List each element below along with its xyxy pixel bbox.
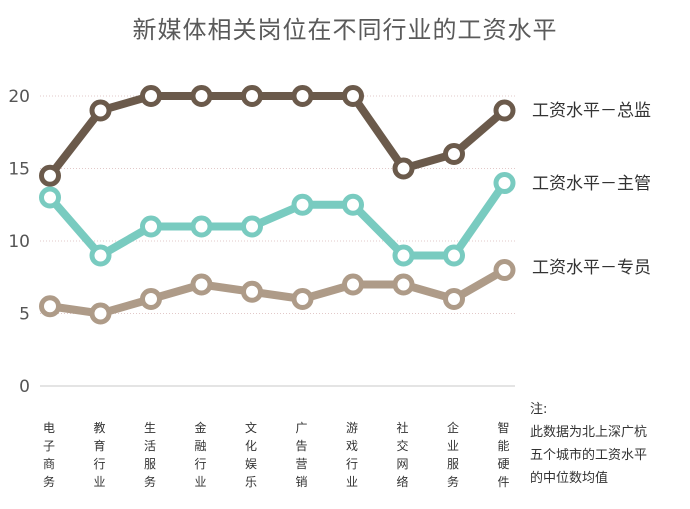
chart-title: 新媒体相关岗位在不同行业的工资水平 xyxy=(132,16,558,44)
series-0-point-7 xyxy=(392,157,415,180)
series-0-point-5 xyxy=(291,85,314,107)
series-0-point-8 xyxy=(443,143,465,165)
series-0-point-3 xyxy=(190,85,213,107)
series-2-point-2 xyxy=(140,288,162,310)
footnote-line-1: 此数据为北上深广杭 xyxy=(530,425,648,440)
x-tick-label-9: 智能硬件 xyxy=(497,420,509,489)
series-1-point-6 xyxy=(342,193,364,216)
gridlines xyxy=(40,95,515,387)
series-line-0 xyxy=(46,92,509,180)
series-0-point-4 xyxy=(241,85,263,107)
footnote-heading: 注: xyxy=(530,402,548,417)
legend-label-2: 工资水平－专员 xyxy=(532,258,651,278)
series-2-point-6 xyxy=(342,273,364,296)
series-line-2 xyxy=(46,266,509,318)
series-1-point-1 xyxy=(89,244,112,267)
footnote: 注: 此数据为北上深广杭 五个城市的工资水平 的中位数均值 xyxy=(530,398,690,490)
series-0-point-1 xyxy=(89,99,112,122)
x-tick-label-2: 生活服务 xyxy=(144,421,156,489)
series-2 xyxy=(39,259,516,325)
series-2-point-3 xyxy=(190,273,213,296)
series-1 xyxy=(39,172,516,267)
series-1-point-9 xyxy=(493,172,516,194)
x-axis-ticks: 电子商务 教育行业 生活服务 金融行业 文化娱乐 广告营销 游戏行业 社交网络 企业服务 智能硬件 xyxy=(43,420,510,489)
y-tick-label-0: 0 xyxy=(19,377,30,397)
x-tick-label-3: 金融行业 xyxy=(194,420,206,489)
series-1-point-3 xyxy=(190,215,213,238)
series-line-1 xyxy=(46,179,509,260)
y-tick-label-2: 10 xyxy=(8,232,30,252)
series-1-point-7 xyxy=(392,244,415,267)
x-tick-label-7: 社交网络 xyxy=(396,420,408,489)
x-tick-label-0: 电子商务 xyxy=(43,421,55,489)
footnote-line-3: 的中位数均值 xyxy=(530,471,609,486)
series-2-point-7 xyxy=(392,273,415,296)
series-group xyxy=(39,85,516,325)
series-0-point-0 xyxy=(39,164,61,187)
series-0 xyxy=(39,85,516,187)
series-1-point-5 xyxy=(291,193,314,216)
series-2-point-8 xyxy=(443,288,465,310)
x-tick-label-4: 文化娱乐 xyxy=(245,420,257,489)
series-2-point-9 xyxy=(493,259,516,281)
y-tick-label-4: 20 xyxy=(8,87,30,107)
series-1-point-0 xyxy=(39,186,61,209)
series-2-point-5 xyxy=(291,288,314,310)
series-1-point-2 xyxy=(140,215,162,238)
series-0-point-9 xyxy=(493,99,516,122)
y-axis-ticks: 0 5 10 15 20 xyxy=(8,87,30,397)
series-0-point-6 xyxy=(342,85,364,107)
footnote-line-2: 五个城市的工资水平 xyxy=(530,448,648,463)
legend-label-1: 工资水平－主管 xyxy=(532,174,651,194)
x-tick-label-8: 企业服务 xyxy=(447,420,459,489)
series-2-point-1 xyxy=(89,302,112,325)
series-2-point-0 xyxy=(39,295,61,318)
x-tick-label-1: 教育行业 xyxy=(93,420,105,489)
y-tick-label-1: 5 xyxy=(19,305,30,325)
x-tick-label-6: 游戏行业 xyxy=(346,421,358,489)
series-0-point-2 xyxy=(140,85,162,107)
x-tick-label-5: 广告营销 xyxy=(295,421,307,489)
y-tick-label-3: 15 xyxy=(8,160,30,180)
series-2-point-4 xyxy=(241,280,263,303)
legend-label-0: 工资水平－总监 xyxy=(532,101,651,121)
series-1-point-8 xyxy=(443,244,465,267)
series-1-point-4 xyxy=(241,215,263,238)
